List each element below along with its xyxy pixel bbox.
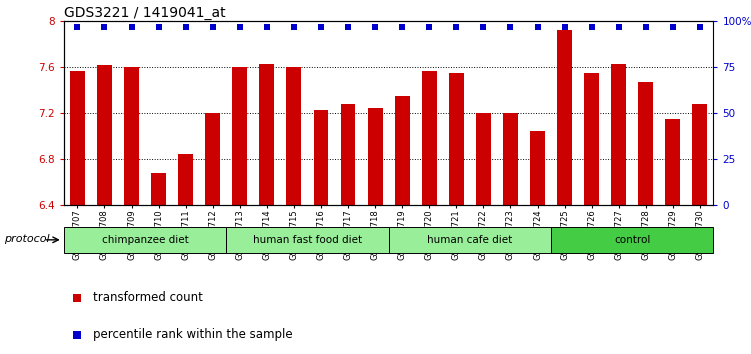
Point xyxy=(478,24,490,30)
Bar xyxy=(70,71,85,205)
Point xyxy=(369,24,381,30)
Text: control: control xyxy=(614,235,650,245)
Point xyxy=(397,24,409,30)
Point xyxy=(694,24,706,30)
Bar xyxy=(64,227,226,253)
Bar xyxy=(178,154,193,205)
Point xyxy=(667,24,679,30)
Point xyxy=(125,24,137,30)
Bar xyxy=(530,131,545,205)
Bar xyxy=(422,71,436,205)
Point xyxy=(532,24,544,30)
Text: human cafe diet: human cafe diet xyxy=(427,235,512,245)
Bar xyxy=(389,227,551,253)
Bar xyxy=(611,64,626,205)
Text: GDS3221 / 1419041_at: GDS3221 / 1419041_at xyxy=(64,6,225,20)
Point xyxy=(98,24,110,30)
Text: percentile rank within the sample: percentile rank within the sample xyxy=(93,328,293,341)
Point xyxy=(179,24,192,30)
Text: transformed count: transformed count xyxy=(93,291,203,304)
Bar xyxy=(151,173,166,205)
Text: chimpanzee diet: chimpanzee diet xyxy=(101,235,189,245)
Point xyxy=(71,24,83,30)
Bar xyxy=(341,104,355,205)
Bar xyxy=(259,64,274,205)
Point xyxy=(559,24,571,30)
Bar xyxy=(286,67,301,205)
Bar xyxy=(557,30,572,205)
Text: human fast food diet: human fast food diet xyxy=(253,235,362,245)
Point xyxy=(342,24,354,30)
Bar xyxy=(476,113,491,205)
Point xyxy=(207,24,219,30)
Bar xyxy=(395,96,409,205)
Bar xyxy=(551,227,713,253)
Point xyxy=(261,24,273,30)
Point xyxy=(424,24,436,30)
Bar xyxy=(692,104,707,205)
Point xyxy=(152,24,164,30)
Bar xyxy=(368,108,382,205)
Bar xyxy=(665,119,680,205)
Bar xyxy=(205,113,220,205)
Bar xyxy=(503,113,518,205)
Point xyxy=(71,295,83,301)
Point xyxy=(234,24,246,30)
Point xyxy=(288,24,300,30)
Bar xyxy=(232,67,247,205)
Bar xyxy=(97,65,112,205)
Text: protocol: protocol xyxy=(4,234,50,244)
Bar xyxy=(449,73,464,205)
Bar xyxy=(226,227,389,253)
Bar xyxy=(124,67,139,205)
Point xyxy=(640,24,652,30)
Bar xyxy=(584,73,599,205)
Point xyxy=(451,24,463,30)
Bar xyxy=(638,82,653,205)
Point xyxy=(505,24,517,30)
Point xyxy=(315,24,327,30)
Point xyxy=(71,332,83,337)
Bar xyxy=(313,110,328,205)
Point xyxy=(586,24,598,30)
Point xyxy=(613,24,625,30)
